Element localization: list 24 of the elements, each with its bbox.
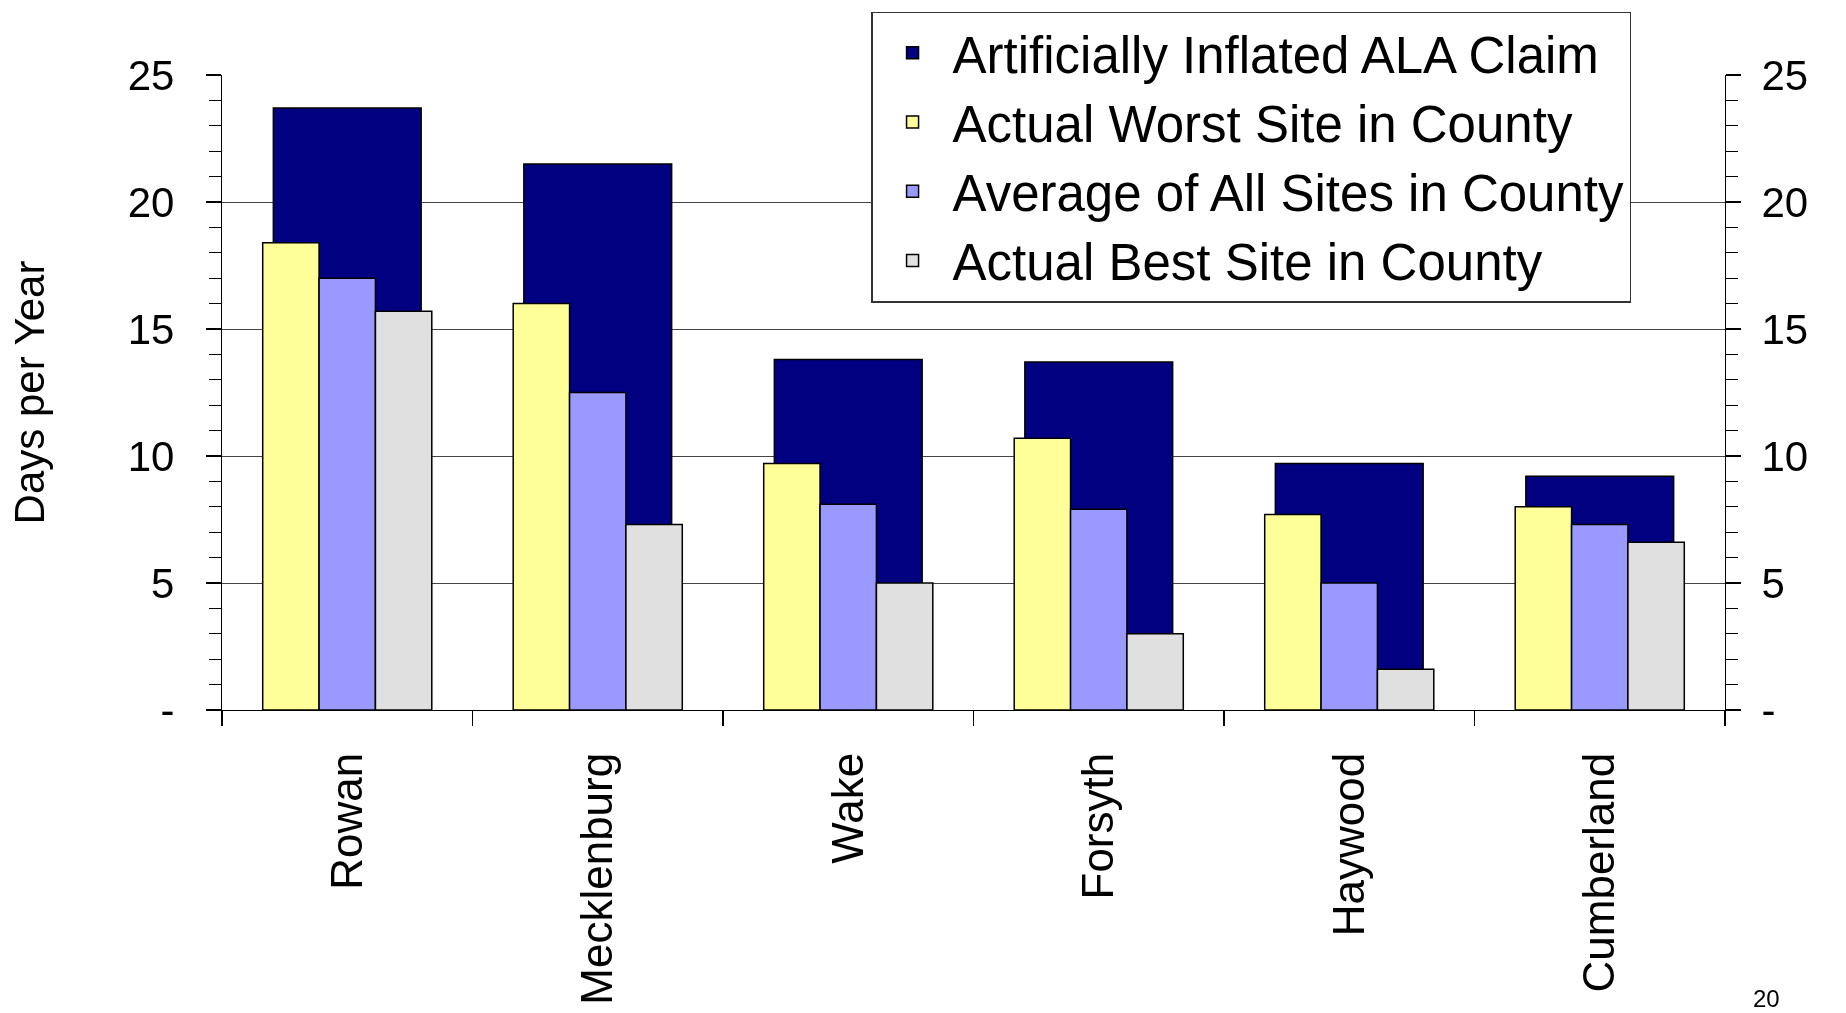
y-tick-label: -: [160, 686, 175, 734]
y2-tick-label: 25: [1761, 51, 1809, 99]
x-tick-label: Haywood: [1323, 752, 1373, 937]
y-tick-label: 15: [127, 305, 175, 353]
y2-tick-label: -: [1761, 686, 1776, 734]
y-tick-label: 20: [127, 178, 175, 226]
x-tick-label: Wake: [822, 752, 872, 864]
legend-label: Actual Worst Site in County: [952, 95, 1573, 153]
x-tick-label: Rowan: [321, 752, 371, 890]
text: 20: [1753, 985, 1780, 1012]
y2-tick-label: 5: [1761, 559, 1785, 607]
x-tick-label: Cumberland: [1574, 752, 1624, 993]
legend-label: Actual Best Site in County: [952, 234, 1543, 292]
y-tick-label: 25: [127, 51, 175, 99]
y2-tick-label: 15: [1761, 305, 1809, 353]
x-tick-label: Forsyth: [1073, 752, 1123, 900]
y2-tick-label: 10: [1761, 432, 1809, 480]
y-tick-label: 10: [127, 432, 175, 480]
y-axis-title: Days per Year: [5, 260, 53, 525]
legend-label: Artificially Inflated ALA Claim: [952, 26, 1599, 84]
y-tick-label: 5: [151, 559, 175, 607]
x-tick-label: Mecklenburg: [572, 752, 622, 1005]
legend-label: Average of All Sites in County: [952, 165, 1625, 223]
y2-tick-label: 20: [1761, 178, 1809, 226]
